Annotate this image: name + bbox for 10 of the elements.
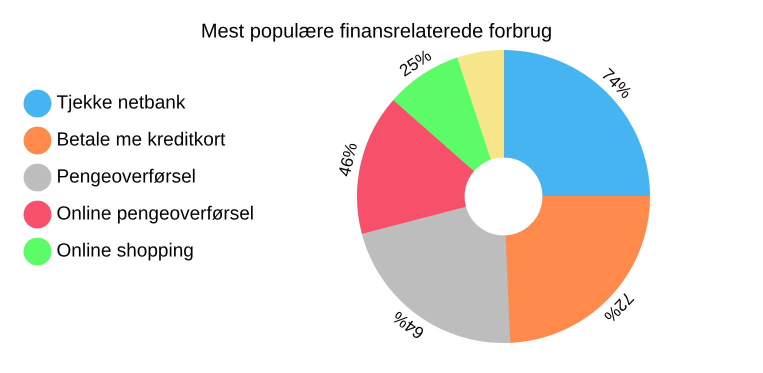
legend-label: Tjekke netbank	[56, 92, 186, 114]
data-label: 46%	[334, 140, 362, 178]
data-label: 64%	[389, 307, 428, 343]
legend-label: Betale me kreditkort	[56, 130, 226, 151]
chart-title: Mest populære finansrelaterede forbrug	[200, 20, 552, 43]
data-label: 72%	[600, 288, 638, 326]
legend-label: Pengeoverførsel	[56, 166, 196, 188]
legend-label: Online shopping	[56, 240, 194, 262]
legend-label: Online pengeoverførsel	[56, 204, 254, 225]
data-label: 25%	[396, 46, 435, 80]
